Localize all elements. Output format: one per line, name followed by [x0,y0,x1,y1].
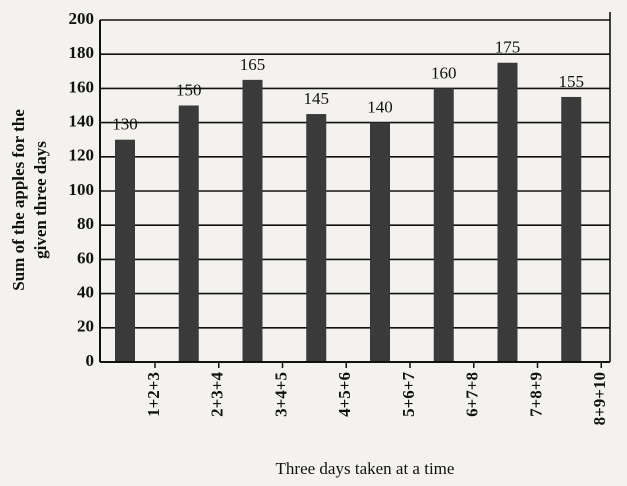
y-tick-label: 200 [69,9,95,28]
bar [115,139,135,362]
y-axis-title-line: given three days [31,141,50,259]
bar [242,79,263,362]
y-tick-label: 140 [69,112,95,131]
data-label: 140 [367,98,393,117]
data-label: 175 [495,38,521,57]
data-label: 155 [559,72,585,91]
y-tick-label: 40 [77,283,94,302]
data-label: 150 [176,80,202,99]
bar [561,96,582,362]
x-tick-label: 8+9+10 [590,372,609,425]
y-tick-label: 120 [69,146,95,165]
x-tick-label: 5+6+7 [399,372,418,417]
y-tick-label: 80 [77,214,94,233]
bar [370,122,390,362]
bar [178,105,199,362]
bar [497,62,518,362]
x-tick-label: 4+5+6 [335,372,354,417]
y-tick-label: 60 [77,248,94,267]
x-tick-label: 2+3+4 [208,372,227,417]
bar [306,114,327,362]
x-tick-label: 1+2+3 [144,372,163,417]
y-tick-label: 0 [86,351,95,370]
data-label: 145 [304,89,330,108]
data-label: 160 [431,63,457,82]
data-label: 130 [112,115,138,134]
x-axis-title: Three days taken at a time [276,459,455,478]
data-label: 165 [240,55,266,74]
x-tick-label: 6+7+8 [463,372,482,417]
y-axis-title-line: Sum of the apples for the [9,109,28,291]
bar [433,88,454,363]
y-tick-label: 100 [69,180,95,199]
y-tick-label: 160 [69,77,95,96]
x-tick-label: 3+4+5 [271,372,290,417]
y-tick-label: 20 [77,317,94,336]
y-tick-label: 180 [69,43,95,62]
x-tick-label: 7+8+9 [526,372,545,417]
